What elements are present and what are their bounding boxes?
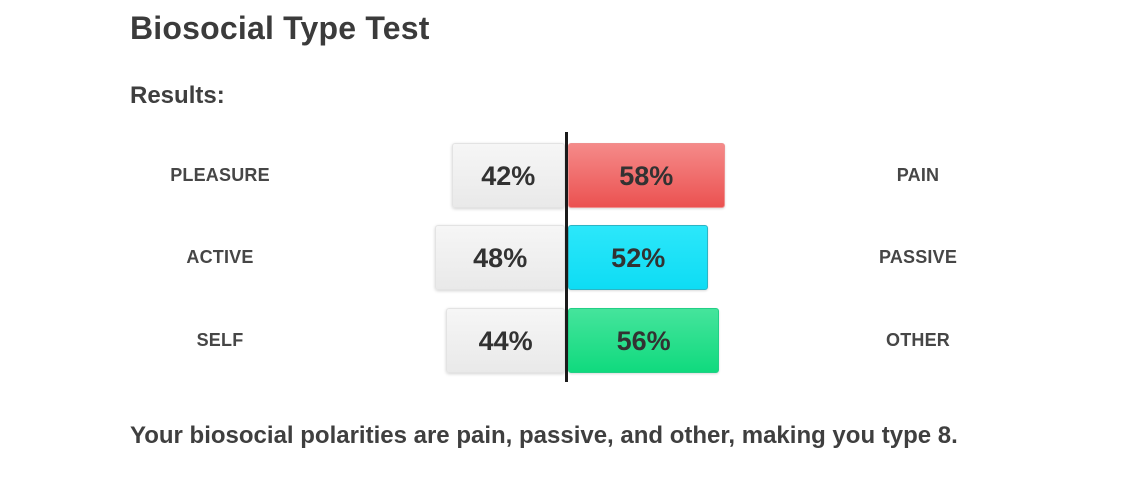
- chart-row: ACTIVE 48% 52% PASSIVE: [0, 225, 1140, 290]
- center-axis-line: [565, 132, 568, 382]
- right-percent-value: 52%: [611, 243, 666, 273]
- left-percent-value: 44%: [478, 326, 533, 356]
- page-title: Biosocial Type Test: [130, 10, 430, 46]
- right-percent-value: 56%: [616, 326, 671, 356]
- left-pole-label: ACTIVE: [186, 247, 254, 267]
- left-pole-label: SELF: [196, 330, 244, 350]
- result-summary: Your biosocial polarities are pain, pass…: [130, 422, 958, 449]
- right-percent-bar: 52%: [568, 225, 709, 290]
- right-percent-bar: 56%: [568, 308, 720, 373]
- left-pole-label: PLEASURE: [170, 165, 270, 185]
- chart-row: PLEASURE 42% 58% PAIN: [0, 143, 1140, 208]
- chart-row: SELF 44% 56% OTHER: [0, 308, 1140, 373]
- right-percent-value: 58%: [619, 161, 674, 191]
- right-pole-label: OTHER: [886, 330, 950, 350]
- results-label: Results:: [130, 82, 225, 109]
- left-percent-bar: 48%: [435, 225, 565, 290]
- right-pole-label: PASSIVE: [878, 247, 958, 267]
- right-percent-bar: 58%: [568, 143, 725, 208]
- right-pole-label: PAIN: [896, 165, 940, 185]
- left-percent-value: 48%: [473, 243, 528, 273]
- left-percent-bar: 42%: [451, 143, 565, 208]
- left-percent-bar: 44%: [446, 308, 565, 373]
- left-percent-value: 42%: [481, 161, 536, 191]
